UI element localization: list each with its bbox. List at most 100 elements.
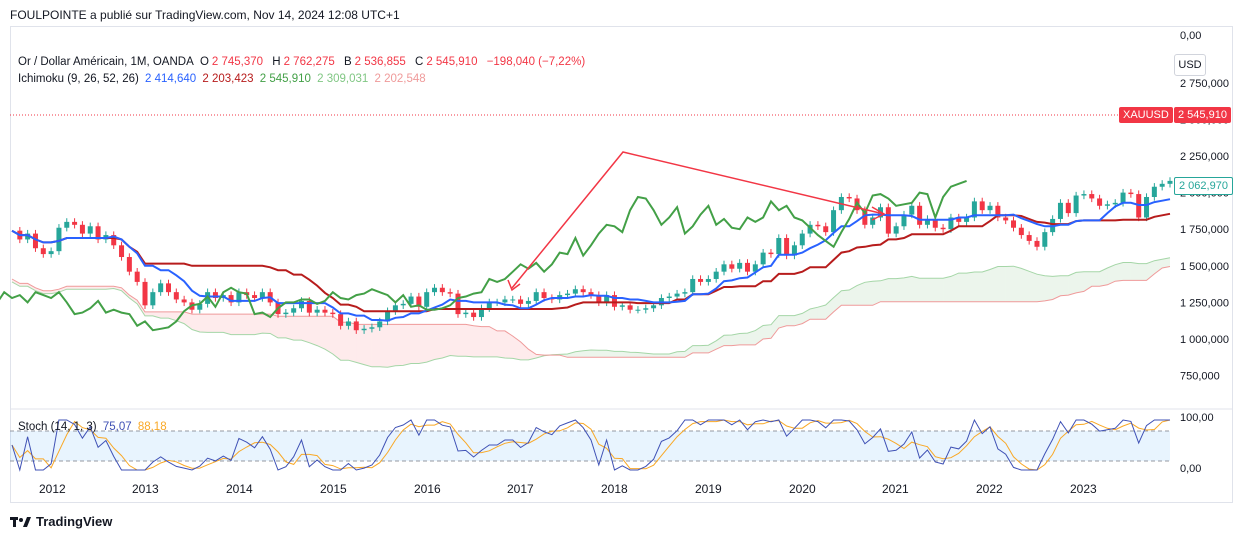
cloud-segment — [301, 316, 310, 343]
year-tick-label: 2015 — [320, 482, 347, 496]
candle-body — [885, 207, 891, 234]
candle-body — [948, 217, 954, 230]
candle-body — [596, 295, 602, 303]
candle-body — [580, 289, 586, 293]
candle-body — [909, 205, 915, 215]
cloud-segment — [1044, 275, 1053, 301]
annotation-arrow — [507, 151, 886, 292]
cloud-segment — [810, 307, 818, 320]
candle-body — [1003, 217, 1009, 221]
cloud-segment — [434, 324, 443, 360]
cloud-segment — [184, 311, 192, 330]
chikou-line — [0, 179, 967, 332]
senkou-span-b — [11, 266, 1171, 358]
cloud-segment — [958, 273, 967, 302]
candle-body — [784, 237, 790, 256]
cloud-segment — [1052, 275, 1061, 300]
stoch-k-line — [11, 418, 1170, 472]
arrow-start — [507, 279, 521, 292]
candle-body — [611, 295, 617, 307]
candle-body — [971, 201, 977, 218]
cloud-segment — [591, 349, 599, 358]
cloud-segment — [770, 315, 779, 339]
candle-body — [502, 299, 508, 303]
candle-body — [518, 299, 524, 304]
candle-body — [1081, 194, 1087, 196]
candle-body — [1151, 186, 1157, 197]
candle-body — [369, 327, 375, 329]
candle-body — [721, 264, 727, 272]
price-tick-label: 2 250,000 — [1180, 151, 1229, 163]
candle-body — [674, 293, 680, 297]
candle-body — [40, 248, 46, 255]
candle-body — [1089, 194, 1095, 199]
cloud-segment — [864, 281, 873, 306]
cloud-segment — [58, 286, 67, 293]
candle-body — [807, 224, 813, 234]
candle-body — [940, 227, 946, 230]
cloud-segment — [903, 276, 912, 302]
cloud-segment — [653, 354, 662, 358]
cloud-segment — [317, 316, 325, 350]
cloud-segment — [966, 272, 975, 302]
cloud-segment — [1068, 272, 1077, 296]
candle-body — [1128, 192, 1134, 195]
cloud-segment — [481, 326, 490, 357]
cloud-segment — [12, 278, 20, 287]
cloud-segment — [395, 324, 404, 366]
cloud-segment — [583, 349, 591, 358]
cloud-segment — [950, 273, 959, 302]
price-change: −198,040 (−7,22%) — [486, 56, 586, 68]
cloud-segment — [857, 282, 865, 306]
cloud-segment — [238, 314, 247, 335]
cloud-segment — [231, 314, 239, 335]
candle-body — [306, 300, 312, 313]
candle-body — [768, 252, 774, 255]
cloud-segment — [19, 283, 28, 287]
last-price-tag: 2 545,910 — [1174, 107, 1231, 123]
symbol-tag: XAUUSD — [1119, 107, 1173, 123]
cloud-segment — [817, 304, 826, 320]
cloud-segment — [943, 276, 951, 302]
candle-body — [48, 251, 54, 255]
cloud-segment — [129, 295, 138, 304]
candle-body — [471, 312, 477, 318]
publish-header: FOULPOINTE a publié sur TradingView.com,… — [10, 8, 400, 22]
cloud-segment — [35, 287, 44, 294]
candle-body — [956, 217, 962, 222]
cloud-segment — [606, 350, 615, 358]
candle-body — [64, 221, 70, 228]
symbol-name: Or / Dollar Américain, 1M, OANDA — [18, 56, 194, 68]
currency-button[interactable]: USD — [1174, 54, 1206, 76]
candle-body — [486, 302, 492, 309]
cloud-segment — [82, 286, 91, 290]
candle-body — [95, 226, 101, 240]
cloud-segment — [896, 277, 904, 302]
candle-body — [964, 217, 970, 222]
candle-body — [604, 295, 610, 303]
stoch-tick-label: 100,00 — [1180, 412, 1214, 424]
ichimoku-legend: Ichimoku (9, 26, 52, 26) 2 414,640 2 203… — [18, 73, 426, 85]
candle-body — [165, 283, 171, 293]
candle-body — [408, 296, 414, 304]
tradingview-logo[interactable]: TradingView — [10, 514, 112, 529]
candle-body — [314, 309, 320, 313]
candle-body — [455, 293, 461, 315]
candle-body — [416, 296, 422, 307]
cloud-segment — [763, 324, 771, 339]
candle-body — [533, 292, 539, 301]
cloud-segment — [356, 324, 365, 365]
cloud-segment — [1130, 262, 1139, 281]
cloud-segment — [90, 286, 99, 290]
cloud-segment — [1115, 262, 1124, 282]
cloud-segment — [371, 324, 380, 367]
cloud-segment — [997, 266, 1006, 302]
cloud-segment — [692, 345, 701, 353]
cloud-segment — [669, 351, 678, 358]
candle-body — [705, 278, 711, 282]
cloud-segment — [285, 316, 294, 341]
cloud-segment — [700, 345, 709, 353]
